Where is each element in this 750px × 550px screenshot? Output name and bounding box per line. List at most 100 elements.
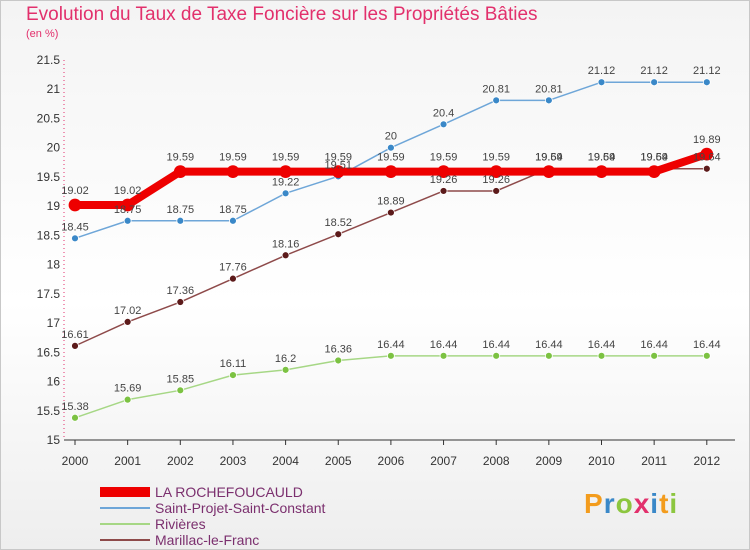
data-label: 15.38 (61, 401, 89, 413)
data-label: 20.81 (482, 83, 510, 95)
x-tick-label: 2006 (378, 454, 405, 468)
data-label: 19.89 (693, 134, 721, 146)
data-point (334, 356, 343, 365)
data-label: 19.26 (430, 174, 458, 186)
data-label: 18.75 (219, 204, 247, 216)
data-point (492, 351, 501, 360)
legend-swatch (100, 539, 150, 541)
data-label: 19.64 (588, 152, 616, 164)
x-tick-label: 2000 (62, 454, 89, 468)
logo-letter: P (584, 488, 604, 519)
x-tick-label: 2003 (220, 454, 247, 468)
data-label: 19.59 (324, 152, 352, 164)
logo-letter: i (669, 488, 679, 519)
data-point (700, 147, 714, 161)
chart-unit-label: (en %) (26, 28, 59, 40)
logo-letter: o (615, 488, 634, 519)
data-point (595, 165, 608, 179)
logo-letter: r (603, 488, 616, 519)
y-tick-label: 15 (47, 433, 61, 447)
proxiti-logo: Proxiti (584, 488, 678, 520)
data-point (71, 413, 79, 422)
x-tick-label: 2004 (272, 454, 299, 468)
data-point (68, 198, 82, 212)
data-point (229, 371, 237, 380)
logo-letter: i (650, 488, 660, 519)
data-label: 19.64 (535, 152, 563, 164)
x-tick-label: 2002 (167, 454, 194, 468)
data-label: 19.59 (167, 152, 195, 164)
data-label: 18.45 (61, 221, 89, 233)
data-label: 19.64 (693, 152, 721, 164)
data-label: 16.36 (324, 343, 352, 355)
data-point (229, 216, 237, 225)
data-label: 18.89 (377, 196, 405, 208)
data-point (439, 187, 448, 195)
y-tick-label: 21.5 (37, 53, 61, 67)
data-label: 19.02 (61, 185, 89, 197)
data-point (439, 120, 448, 129)
data-point (121, 198, 135, 212)
legend-swatch (100, 523, 150, 525)
data-point (386, 143, 395, 152)
data-label: 17.76 (219, 262, 247, 274)
data-label: 19.59 (377, 152, 405, 164)
chart-data-points (68, 78, 714, 422)
data-point (437, 165, 450, 179)
logo-letter: x (633, 488, 651, 519)
legend-label: Rivières (155, 516, 206, 532)
data-label: 17.36 (167, 285, 195, 297)
data-label: 21.12 (588, 65, 616, 77)
data-point (650, 78, 659, 87)
y-tick-label: 16.5 (37, 345, 61, 359)
data-label: 20.81 (535, 83, 563, 95)
legend-label: Saint-Projet-Saint-Constant (155, 500, 326, 516)
y-tick-label: 15.5 (37, 404, 61, 418)
data-label: 19.26 (482, 174, 510, 186)
legend-swatch (100, 487, 150, 497)
data-label: 18.75 (114, 204, 142, 216)
data-point (71, 234, 79, 243)
legend-label: Marillac-le-Franc (155, 532, 260, 548)
data-label: 21.12 (640, 65, 668, 77)
data-label: 19.59 (219, 152, 247, 164)
data-point (544, 96, 553, 105)
x-tick-label: 2011 (641, 454, 667, 468)
data-label: 16.44 (535, 339, 563, 351)
data-label: 19.02 (114, 185, 142, 197)
data-label: 18.75 (167, 204, 195, 216)
y-tick-label: 16 (47, 375, 61, 389)
data-label: 16.11 (220, 358, 247, 370)
x-tick-label: 2012 (693, 454, 720, 468)
data-label: 16.44 (693, 339, 721, 351)
data-point (597, 351, 606, 360)
data-point (702, 164, 711, 173)
data-label: 15.85 (167, 373, 195, 385)
y-tick-label: 21 (47, 82, 61, 96)
logo-letter: t (659, 488, 670, 519)
legend-label: LA ROCHEFOUCAULD (155, 484, 303, 500)
data-label: 16.61 (61, 329, 89, 341)
data-point (702, 78, 711, 87)
data-label: 16.44 (640, 339, 668, 351)
data-point (542, 165, 556, 179)
y-tick-label: 17.5 (37, 287, 61, 301)
data-point (123, 216, 132, 225)
data-point (176, 216, 185, 225)
data-label: 19.64 (640, 152, 668, 164)
data-label: 19.59 (535, 152, 563, 164)
data-label: 21.12 (693, 65, 721, 77)
data-label: 17.02 (114, 305, 142, 317)
data-point (386, 351, 395, 360)
data-point (226, 165, 240, 179)
data-point (439, 351, 448, 360)
y-tick-label: 19 (47, 199, 61, 213)
x-tick-label: 2007 (430, 454, 457, 468)
series-line (74, 355, 708, 419)
x-tick-label: 2009 (535, 454, 562, 468)
data-point (650, 351, 659, 360)
data-label: 16.44 (482, 339, 510, 351)
data-label: 20 (385, 131, 397, 143)
data-point (544, 351, 553, 360)
data-point (71, 341, 79, 350)
